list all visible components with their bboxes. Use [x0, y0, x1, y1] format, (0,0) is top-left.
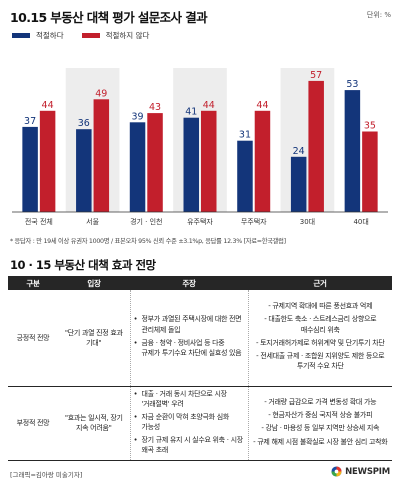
bar-appropriate [344, 90, 361, 212]
header-reasons: 근거 [313, 278, 327, 288]
row-reasons: - 규제지역 확대에 따른 풍선효과 억제 - 대출한도 축소 · 스트레스금리… [248, 290, 392, 386]
category-band [173, 68, 227, 212]
reason-item: - 대출한도 축소 · 스트레스금리 상향으로 매수심리 위축 [264, 315, 377, 334]
bar-appropriate [237, 140, 253, 212]
reason-item: - 강남 · 마용성 등 일부 지역만 상승세 지속 [261, 424, 380, 433]
data-label: 57 [310, 70, 322, 81]
x-tick-label: 무주택자 [241, 217, 267, 226]
data-label: 43 [149, 102, 161, 113]
bar-appropriate [129, 122, 146, 212]
data-label: 37 [24, 116, 36, 127]
unit-label: 단위: % [366, 11, 391, 19]
x-tick-label: 40대 [353, 218, 368, 226]
data-label: 31 [239, 130, 251, 141]
bar-inappropriate [201, 110, 217, 212]
x-tick-label: 30대 [300, 218, 315, 226]
graphic-credit: [그래픽=김아랑 미술기자] [10, 471, 83, 479]
bar-inappropriate [39, 110, 56, 212]
data-label: 39 [131, 111, 143, 122]
data-label: 49 [95, 88, 107, 99]
legend-swatch-appropriate [12, 33, 30, 38]
bar-appropriate [183, 117, 199, 212]
reason-item: - 현금자산가 중심 국지적 상승 불가피 [268, 411, 373, 420]
data-label: 41 [185, 107, 197, 118]
claim-item: 금융 · 청약 · 정비사업 등 다중 규제가 투기수요 차단에 실효성 있음 [134, 338, 245, 358]
table-title: 10 · 15 부동산 대책 효과 전망 [10, 258, 156, 272]
x-tick-label: 유주택자 [187, 217, 213, 226]
bar-appropriate [76, 129, 92, 212]
reason-item: - 규제지역 확대에 따른 풍선효과 억제 [268, 302, 373, 311]
category-band [280, 68, 335, 212]
data-label: 24 [293, 146, 305, 157]
category-band [65, 68, 120, 212]
legend-swatch-inappropriate [81, 33, 100, 38]
bar-appropriate [290, 156, 307, 212]
bar-chart: 37 44 전국 전체 36 49 서울 39 43 경기 · 인천 41 44 유주택자 31 44 무주… [12, 68, 388, 226]
reason-item: - 거래량 급감으로 가격 변동성 확대 가능 [264, 398, 377, 407]
claim-item: 자금 순환이 막혀 초양극화 심화 가능성 [134, 412, 245, 432]
row-reasons: - 거래량 급감으로 가격 변동성 확대 가능 - 현금자산가 중심 국지적 상… [248, 386, 392, 461]
reason-item: - 전세대출 규제 · 조합원 지위양도 제한 등으로 투기적 수요 차단 [256, 351, 385, 371]
newspim-logo: NEWSPIM [331, 466, 390, 477]
row-category: 부정적 전망 [16, 419, 50, 428]
data-label: 44 [256, 100, 268, 111]
logo-text: NEWSPIM [345, 466, 390, 477]
newspim-swirl-icon [331, 466, 342, 477]
legend-item-inappropriate: 적절하지 않다 [81, 30, 150, 41]
bar-inappropriate [254, 110, 271, 212]
table-header-row: 구분 입장 주장 근거 [8, 276, 392, 290]
x-tick-label: 전국 전체 [25, 217, 53, 226]
data-label: 44 [203, 100, 215, 111]
bar-inappropriate [147, 113, 163, 212]
reason-item: - 규제 해제 시점 불확실로 시장 불안 심리 고착화 [253, 437, 388, 446]
row-category: 긍정적 전망 [16, 333, 50, 342]
x-tick-label: 경기 · 인천 [130, 217, 162, 226]
row-position: "효과는 일시적, 장기 지속 어려움" [58, 386, 130, 461]
claim-item: 대출 · 거래 동시 차단으로 시장 '거래절벽' 우려 [134, 389, 245, 409]
bar-inappropriate [362, 131, 378, 212]
row-claims: 대출 · 거래 동시 차단으로 시장 '거래절벽' 우려 자금 순환이 막혀 초… [129, 386, 249, 461]
table-row-negative: 부정적 전망 "효과는 일시적, 장기 지속 어려움" 대출 · 거래 동시 차… [8, 386, 392, 461]
row-claims: 정부가 과열된 주택시장에 대한 전면 관리체제 돌입 금융 · 청약 · 정비… [129, 290, 249, 386]
claim-item: 장기 규제 유지 시 실수요 위축 · 시장 왜곡 초래 [134, 435, 245, 455]
header-position: 입장 [87, 278, 101, 288]
legend-item-appropriate: 적절하다 [12, 30, 64, 41]
header-category: 구분 [26, 278, 40, 288]
legend-label-inappropriate: 적절하지 않다 [105, 31, 150, 40]
chart-legend: 적절하다 적절하지 않다 [12, 30, 149, 41]
outlook-table: 구분 입장 주장 근거 긍정적 전망 "단기 과열 진정 효과 기대" 정부가 … [8, 276, 392, 461]
legend-label-appropriate: 적절하다 [36, 31, 64, 40]
x-tick-label: 서울 [86, 217, 99, 226]
position-text: "단기 과열 진정 효과 기대" [64, 328, 123, 347]
chart-title: 10.15 부동산 대책 평가 설문조사 결과 [10, 10, 208, 25]
bar-inappropriate [93, 99, 110, 212]
claim-item: 정부가 과열된 주택시장에 대한 전면 관리체제 돌입 [134, 314, 245, 334]
bar-inappropriate [308, 80, 324, 213]
position-text: "효과는 일시적, 장기 지속 어려움" [64, 414, 123, 433]
reason-item: - 토지거래허가제로 허위계약 및 단기투기 차단 [255, 338, 385, 347]
table-row-positive: 긍정적 전망 "단기 과열 진정 효과 기대" 정부가 과열된 주택시장에 대한… [8, 290, 392, 386]
header-claims: 주장 [182, 278, 196, 288]
data-label: 53 [346, 79, 358, 90]
data-label: 36 [78, 118, 90, 129]
data-label: 35 [364, 121, 376, 132]
data-label: 44 [42, 100, 54, 111]
bar-appropriate [22, 126, 38, 212]
chart-footnote: * 응답자 : 만 19세 이상 유권자 1000명 / 표본오차 95% 신뢰… [10, 238, 286, 245]
row-position: "단기 과열 진정 효과 기대" [58, 290, 130, 386]
